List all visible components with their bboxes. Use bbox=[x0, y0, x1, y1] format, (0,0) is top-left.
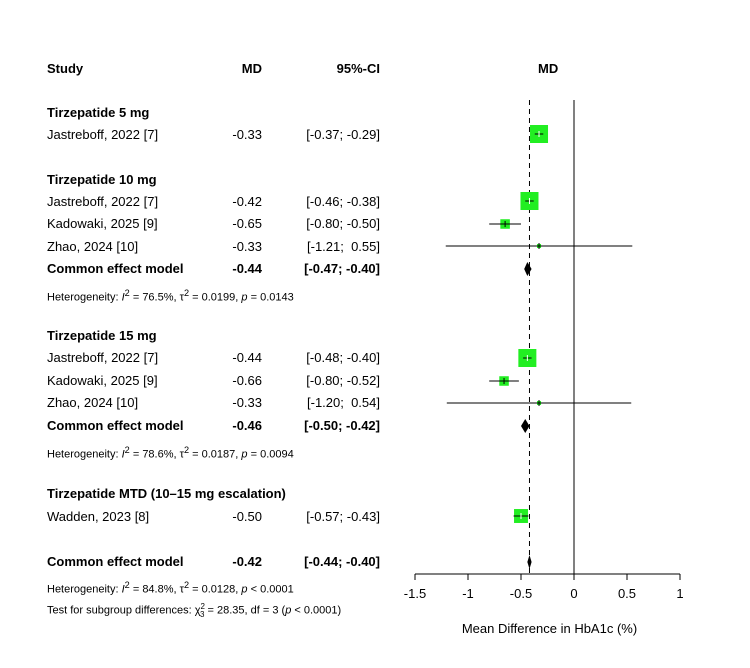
x-tick-label: -1 bbox=[462, 586, 474, 601]
subgroup-differences-text: Test for subgroup differences: χ23 = 28.… bbox=[47, 602, 342, 619]
study-ci: [-1.21; 0.55] bbox=[307, 239, 380, 254]
study-md: -0.66 bbox=[232, 373, 262, 388]
header-md: MD bbox=[241, 61, 262, 76]
study-ci: [-0.48; -0.40] bbox=[306, 350, 380, 365]
study-label: Kadowaki, 2025 [9] bbox=[47, 373, 158, 388]
x-tick-label: 0.5 bbox=[618, 586, 636, 601]
subgroup-title: Tirzepatide 10 mg bbox=[47, 172, 157, 187]
tau2-value: 0.0199 bbox=[201, 291, 236, 304]
study-md: -0.65 bbox=[232, 216, 262, 231]
study-label: Jastreboff, 2022 [7] bbox=[47, 127, 159, 142]
study-md: -0.44 bbox=[232, 350, 262, 365]
pooled-diamond bbox=[524, 262, 532, 276]
study-ci: [-0.46; -0.38] bbox=[306, 194, 380, 209]
p-value: < 0.0001 bbox=[250, 583, 294, 596]
study-md: -0.33 bbox=[232, 395, 262, 410]
overall-pooled-ci: [-0.44; -0.40] bbox=[304, 554, 380, 569]
tau2-value: 0.0128 bbox=[201, 583, 236, 596]
heterogeneity-text: Heterogeneity: I2 = 76.5%, τ2 = 0.0199, … bbox=[47, 288, 294, 304]
p-value: < 0.0001 bbox=[294, 604, 338, 617]
pooled-md: -0.44 bbox=[232, 261, 262, 276]
study-ci: [-0.37; -0.29] bbox=[306, 127, 380, 142]
overall-heterogeneity-text: Heterogeneity: I2 = 84.8%, τ2 = 0.0128, … bbox=[47, 580, 294, 596]
subgroup-title: Tirzepatide MTD (10–15 mg escalation) bbox=[47, 486, 286, 501]
header-plot-md: MD bbox=[538, 61, 559, 76]
subgroup-title: Tirzepatide 15 mg bbox=[47, 328, 157, 343]
i2-value: 78.6% bbox=[142, 448, 174, 461]
study-label: Zhao, 2024 [10] bbox=[47, 239, 139, 254]
subgroup-title: Tirzepatide 5 mg bbox=[47, 105, 150, 120]
study-md: -0.50 bbox=[232, 509, 262, 524]
tau2-value: 0.0187 bbox=[201, 448, 236, 461]
study-label: Jastreboff, 2022 [7] bbox=[47, 194, 159, 209]
pooled-label: Common effect model bbox=[47, 261, 184, 276]
x-tick-label: 0 bbox=[570, 586, 577, 601]
x-tick-label: 1 bbox=[676, 586, 683, 601]
study-label: Wadden, 2023 [8] bbox=[47, 509, 150, 524]
study-md: -0.33 bbox=[232, 239, 262, 254]
header-study: Study bbox=[47, 61, 84, 76]
study-ci: [-1.20; 0.54] bbox=[307, 395, 380, 410]
i2-value: 84.8% bbox=[142, 583, 174, 596]
pooled-diamond bbox=[527, 555, 532, 569]
study-ci: [-0.80; -0.50] bbox=[306, 216, 380, 231]
study-label: Jastreboff, 2022 [7] bbox=[47, 350, 159, 365]
df-value: 3 bbox=[272, 604, 279, 617]
p-value: 0.0094 bbox=[260, 448, 294, 461]
p-value: 0.0143 bbox=[260, 291, 294, 304]
pooled-diamond bbox=[521, 419, 530, 433]
study-label: Kadowaki, 2025 [9] bbox=[47, 216, 158, 231]
x-tick-label: -0.5 bbox=[510, 586, 532, 601]
study-md: -0.42 bbox=[232, 194, 262, 209]
header-ci: 95%-CI bbox=[336, 61, 380, 76]
pooled-label: Common effect model bbox=[47, 418, 184, 433]
pooled-md: -0.46 bbox=[232, 418, 262, 433]
study-ci: [-0.57; -0.43] bbox=[306, 509, 380, 524]
overall-pooled-label: Common effect model bbox=[47, 554, 184, 569]
pooled-ci: [-0.47; -0.40] bbox=[304, 261, 380, 276]
study-md: -0.33 bbox=[232, 127, 262, 142]
pooled-ci: [-0.50; -0.42] bbox=[304, 418, 380, 433]
heterogeneity-text: Heterogeneity: I2 = 78.6%, τ2 = 0.0187, … bbox=[47, 445, 294, 461]
overall-pooled-md: -0.42 bbox=[232, 554, 262, 569]
study-label: Zhao, 2024 [10] bbox=[47, 395, 139, 410]
i2-value: 76.5% bbox=[142, 291, 174, 304]
x-axis-label: Mean Difference in HbA1c (%) bbox=[462, 621, 637, 636]
study-ci: [-0.80; -0.52] bbox=[306, 373, 380, 388]
chi2-value: 28.35 bbox=[217, 604, 245, 617]
x-tick-label: -1.5 bbox=[404, 586, 426, 601]
